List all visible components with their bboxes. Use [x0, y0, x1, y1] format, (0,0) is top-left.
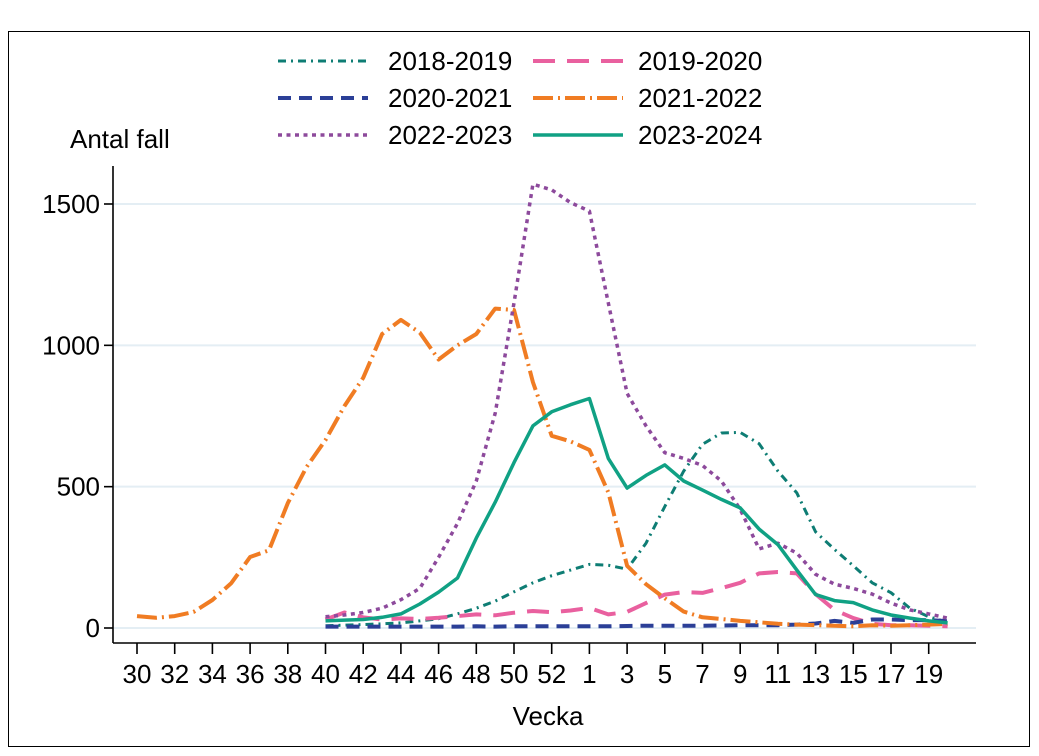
- x-tick-label: 38: [273, 659, 302, 689]
- series-line-2022-2023: [325, 182, 948, 620]
- legend-line-sample-2022-2023: [278, 133, 368, 137]
- x-tick-label: 40: [311, 659, 340, 689]
- series-line-2021-2022: [136, 306, 948, 629]
- legend-item-2022-2023: 2022-2023: [278, 120, 512, 150]
- x-tick-label: 1: [582, 659, 596, 689]
- x-tick-label: 7: [695, 659, 709, 689]
- x-tick-label: 13: [801, 659, 830, 689]
- legend-line-sample-2023-2024: [533, 133, 623, 137]
- x-tick-label: 30: [123, 659, 152, 689]
- legend-item-2020-2021: 2020-2021: [278, 83, 512, 113]
- legend-label-2021-2022: 2021-2022: [638, 83, 763, 113]
- x-tick-label: 3: [620, 659, 634, 689]
- legend-label-2018-2019: 2018-2019: [388, 46, 513, 76]
- figure-border: [8, 31, 1030, 747]
- legend-label-2023-2024: 2023-2024: [638, 120, 763, 150]
- series-line-2019-2020: [324, 570, 948, 629]
- legend-label-2020-2021: 2020-2021: [388, 83, 513, 113]
- legend-line-sample-2020-2021: [278, 96, 368, 100]
- x-tick-label: 44: [386, 659, 415, 689]
- x-tick-label: 52: [537, 659, 566, 689]
- legend-item-2019-2020: 2019-2020: [533, 46, 762, 76]
- x-tick-label: 36: [236, 659, 265, 689]
- x-tick-label: 19: [914, 659, 943, 689]
- legend-item-2021-2022: 2021-2022: [533, 83, 762, 113]
- x-tick-label: 32: [160, 659, 189, 689]
- x-tick-label: 17: [877, 659, 906, 689]
- legend-label-2022-2023: 2022-2023: [388, 120, 513, 150]
- x-tick-label: 50: [500, 659, 529, 689]
- series-line-2018-2019: [325, 430, 949, 628]
- y-tick-label: 500: [57, 472, 100, 502]
- x-tick-label: 5: [658, 659, 672, 689]
- x-tick-label: 9: [733, 659, 747, 689]
- legend-line-sample-2018-2019: [278, 59, 368, 63]
- legend-item-2023-2024: 2023-2024: [533, 120, 762, 150]
- legend-label-2019-2020: 2019-2020: [638, 46, 763, 76]
- legend: 2018-2019 2019-2020 2020-2021 2021-2022 2022…: [0, 0, 1039, 170]
- x-tick-label: 11: [764, 659, 791, 689]
- series-line-2023-2024: [325, 396, 948, 625]
- x-tick-label: 42: [349, 659, 378, 689]
- y-tick-label: 1500: [42, 189, 100, 219]
- y-tick-label: 1000: [42, 330, 100, 360]
- x-tick-label: 46: [424, 659, 453, 689]
- legend-line-sample-2021-2022: [533, 96, 623, 100]
- y-axis-title: Antal fall: [70, 124, 170, 154]
- legend-item-2018-2019: 2018-2019: [278, 46, 512, 76]
- x-tick-label: 15: [839, 659, 868, 689]
- x-tick-label: 48: [462, 659, 491, 689]
- x-tick-label: 34: [198, 659, 227, 689]
- x-axis-title: Vecka: [512, 701, 584, 731]
- y-tick-label: 0: [86, 613, 100, 643]
- legend-line-sample-2019-2020: [533, 59, 623, 63]
